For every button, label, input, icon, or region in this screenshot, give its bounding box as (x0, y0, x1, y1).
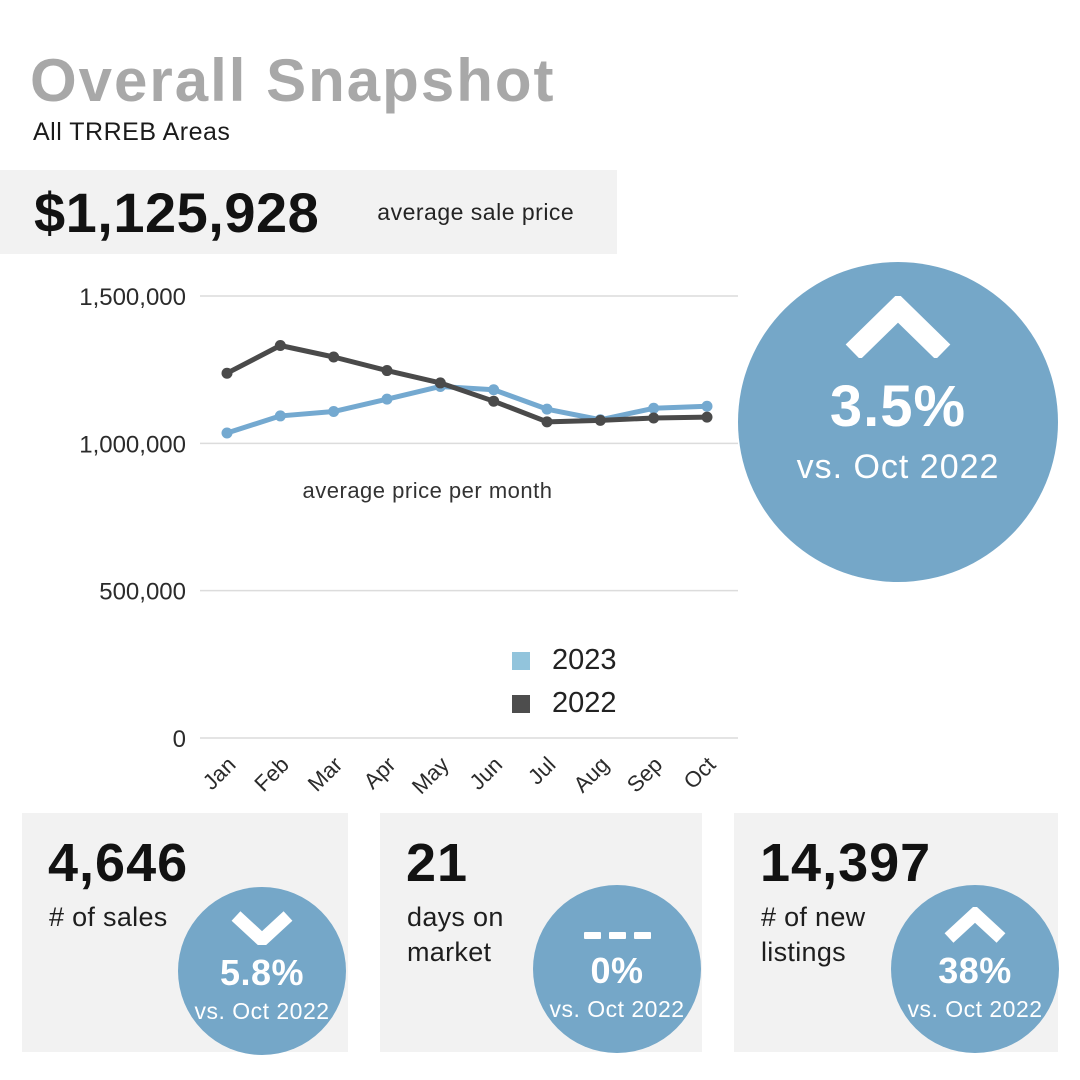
data-point-2023-Apr (381, 393, 393, 405)
highlight-change-badge: 3.5% vs. Oct 2022 (738, 262, 1058, 582)
x-axis-tick-label: Mar (303, 752, 347, 796)
legend-label-2023: 2023 (552, 644, 617, 676)
data-point-2023-Mar (328, 406, 340, 418)
legend-item-2022: 2022 (512, 687, 617, 720)
highlight-percent: 3.5% (829, 374, 967, 439)
days-on-market-change-percent: 0% (590, 950, 644, 991)
days-on-market-change-vs-label: vs. Oct 2022 (549, 996, 685, 1022)
average-price-banner: $1,125,928 average sale price (0, 170, 617, 254)
y-axis-tick-label: 1,000,000 (79, 431, 186, 458)
new-listings-change-badge: 38% vs. Oct 2022 (891, 885, 1059, 1053)
y-axis-tick-label: 0 (173, 726, 186, 753)
x-axis-tick-label: Sep (622, 752, 667, 797)
data-point-2022-Jul (541, 416, 553, 428)
data-point-2023-Jan (221, 427, 233, 439)
new-listings-stat-card: 14,397 # of new listings 38% vs. Oct 202… (734, 813, 1059, 1053)
chart-caption: average price per month (302, 478, 553, 503)
new-listings-label: # of new listings (761, 901, 866, 967)
new-listings-change-percent: 38% (938, 950, 1012, 991)
data-point-2022-Apr (381, 365, 393, 377)
data-point-2022-Feb (274, 340, 286, 352)
legend-swatch-2022 (512, 694, 530, 713)
x-axis-tick-label: Jun (464, 752, 507, 795)
y-axis-tick-label: 1,500,000 (79, 284, 186, 311)
data-point-2023-Feb (274, 410, 286, 422)
no-change-dashes-icon (583, 907, 651, 943)
y-axis-tick-label: 500,000 (99, 579, 186, 606)
down-chevron-icon (229, 909, 295, 945)
new-listings-value: 14,397 (760, 833, 932, 893)
line-series-2022 (225, 343, 708, 425)
average-sale-price-label: average sale price (377, 198, 575, 225)
data-point-2022-Mar (328, 351, 340, 363)
x-axis-tick-label: Jul (523, 752, 561, 790)
days-on-market-change-badge: 0% vs. Oct 2022 (533, 885, 701, 1053)
x-axis-tick-label: Jan (198, 752, 241, 795)
line-series-2023 (226, 383, 708, 436)
legend-item-2023: 2023 (512, 644, 617, 677)
average-sale-price-value: $1,125,928 (34, 180, 320, 244)
page-subtitle: All TRREB Areas (33, 118, 231, 146)
sales-count-value: 4,646 (48, 833, 189, 893)
x-axis-tick-label: May (407, 752, 454, 799)
up-chevron-icon (942, 907, 1008, 943)
highlight-vs-label: vs. Oct 2022 (796, 448, 1000, 486)
data-point-2023-Jun (488, 384, 500, 396)
data-point-2023-Oct (701, 400, 713, 412)
days-on-market-label: days on market (407, 901, 504, 967)
data-point-2022-Jun (488, 395, 500, 407)
data-point-2022-Oct (701, 411, 713, 423)
data-point-2022-May (434, 377, 446, 389)
days-on-market-value: 21 (406, 833, 469, 893)
sales-count-label: # of sales (49, 901, 168, 932)
sales-change-vs-label: vs. Oct 2022 (194, 998, 330, 1024)
x-axis-tick-label: Oct (679, 752, 721, 794)
page-title: Overall Snapshot (30, 47, 556, 114)
sales-stat-card: 4,646 # of sales 5.8% vs. Oct 2022 (22, 813, 348, 1055)
chart-legend: 2023 2022 (512, 644, 617, 730)
data-point-2023-Jul (541, 403, 553, 415)
x-axis-tick-label: Feb (249, 752, 293, 796)
data-point-2022-Jan (221, 367, 233, 379)
legend-label-2022: 2022 (552, 687, 617, 719)
up-chevron-icon (841, 296, 955, 358)
data-point-2022-Sep (648, 412, 660, 424)
legend-swatch-2023 (512, 651, 530, 670)
sales-change-percent: 5.8% (219, 952, 305, 993)
x-axis-tick-label: Aug (569, 752, 614, 797)
days-on-market-stat-card: 21 days on market 0% vs. Oct 2022 (380, 813, 702, 1053)
x-axis-tick-label: Apr (359, 752, 401, 794)
data-point-2023-Sep (648, 402, 660, 414)
sales-change-badge: 5.8% vs. Oct 2022 (178, 887, 346, 1055)
new-listings-change-vs-label: vs. Oct 2022 (907, 996, 1043, 1022)
data-point-2022-Aug (594, 414, 606, 426)
